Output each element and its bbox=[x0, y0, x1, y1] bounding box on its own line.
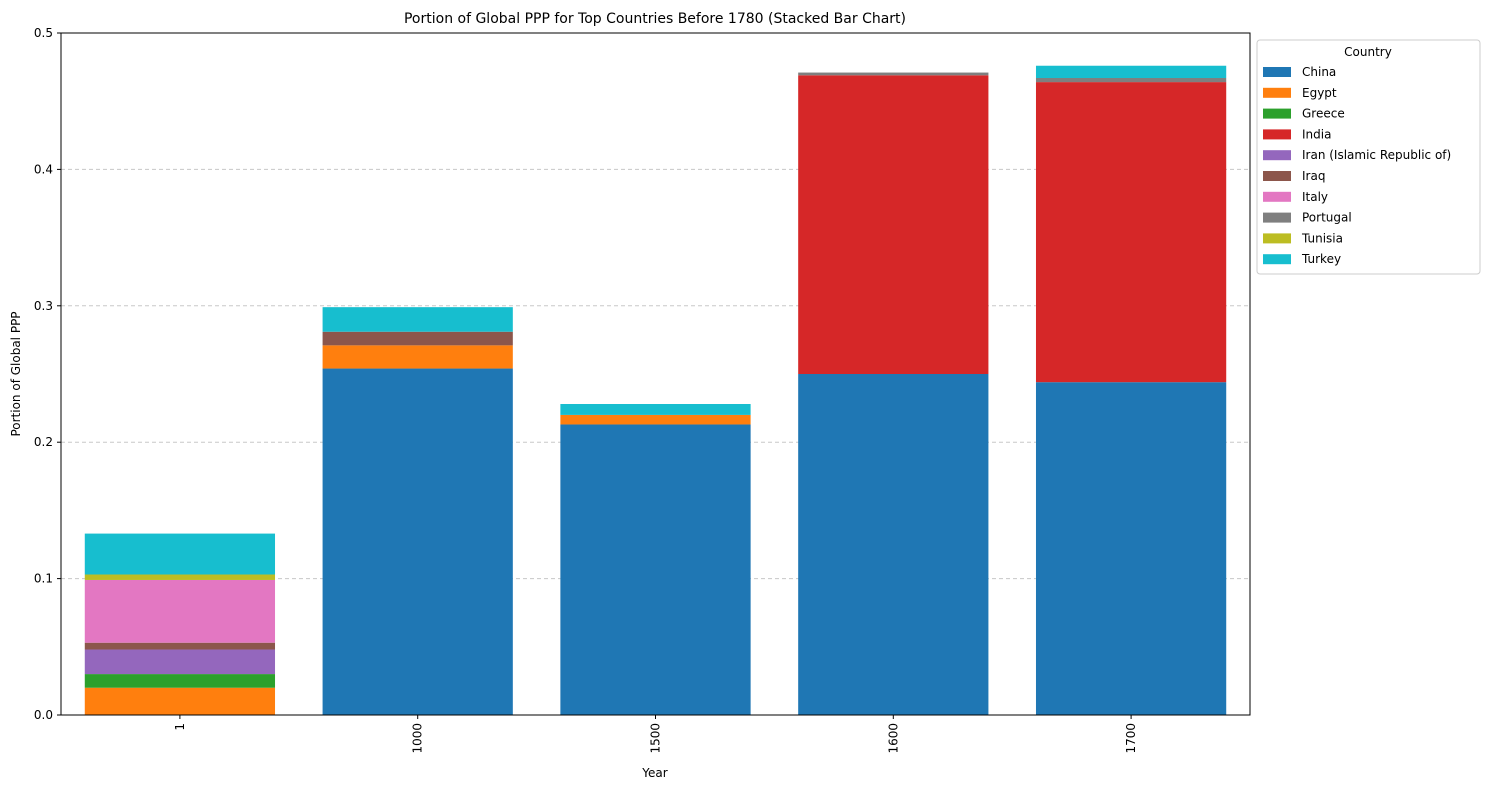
bar-segment-egypt-1000 bbox=[322, 345, 513, 369]
bar-segment-turkey-1000 bbox=[322, 307, 513, 332]
legend-swatch bbox=[1263, 233, 1291, 244]
x-axis-label: Year bbox=[641, 766, 667, 780]
y-tick-label: 0.0 bbox=[34, 708, 53, 722]
legend-title: Country bbox=[1344, 45, 1392, 59]
bar-segment-iraq-1000 bbox=[322, 331, 513, 346]
legend-label: Greece bbox=[1302, 107, 1345, 121]
x-tick-label: 1000 bbox=[411, 723, 425, 754]
bar-segment-egypt-1 bbox=[84, 687, 276, 715]
bars bbox=[84, 65, 1227, 715]
bar-segment-india-1700 bbox=[1035, 82, 1227, 383]
bar-segment-india-1600 bbox=[798, 75, 989, 374]
bar-segment-iran-islamic-republic-of--1 bbox=[84, 649, 276, 675]
bar-segment-china-1000 bbox=[322, 368, 513, 715]
y-tick-label: 0.2 bbox=[34, 435, 53, 449]
legend-frame bbox=[1256, 39, 1481, 275]
chart-title: Portion of Global PPP for Top Countries … bbox=[404, 11, 906, 27]
legend-swatch bbox=[1263, 67, 1291, 77]
bar-segment-tunisia-1 bbox=[84, 574, 276, 580]
y-tick-label: 0.5 bbox=[34, 26, 53, 40]
legend-label: Iran (Islamic Republic of) bbox=[1302, 148, 1451, 162]
legend-label: Tunisia bbox=[1301, 231, 1343, 245]
bar-segment-china-1600 bbox=[798, 374, 989, 715]
legend-swatch bbox=[1263, 212, 1291, 223]
y-axis: 0.0 0.1 0.2 0.3 0.4 0.5 bbox=[34, 26, 61, 722]
bar-segment-china-1700 bbox=[1035, 382, 1227, 715]
y-axis-label: Portion of Global PPP bbox=[9, 311, 23, 436]
bar-segment-china-1500 bbox=[560, 424, 751, 715]
legend-swatch bbox=[1263, 150, 1291, 161]
legend-swatch bbox=[1263, 129, 1291, 140]
legend-label: Italy bbox=[1302, 190, 1328, 204]
legend-items: China Egypt Greece India Iran (Islamic Repub… bbox=[1263, 65, 1451, 266]
legend-swatch bbox=[1263, 87, 1291, 98]
legend-swatch bbox=[1263, 108, 1291, 119]
x-tick-label: 1700 bbox=[1124, 723, 1138, 754]
y-tick-label: 0.3 bbox=[34, 299, 53, 313]
legend: Country China Egypt Greece India Iran (Islam… bbox=[1256, 39, 1481, 275]
x-tick-label: 1 bbox=[173, 723, 187, 731]
bar-segment-italy-1 bbox=[84, 579, 276, 643]
legend-label: Turkey bbox=[1301, 252, 1341, 266]
x-tick-label: 1600 bbox=[886, 723, 900, 754]
legend-swatch bbox=[1263, 191, 1291, 202]
legend-swatch bbox=[1263, 171, 1291, 181]
bar-segment-portugal-1600 bbox=[798, 72, 989, 76]
x-tick-label: 1500 bbox=[649, 723, 663, 754]
bar-segment-turkey-1 bbox=[84, 533, 276, 575]
bar-segment-turkey-1500 bbox=[560, 404, 751, 415]
bar-segment-iraq-1 bbox=[84, 642, 276, 650]
y-tick-label: 0.4 bbox=[34, 162, 53, 176]
x-axis: 1 1000 1500 1600 1700 bbox=[173, 715, 1138, 754]
legend-label: China bbox=[1302, 65, 1336, 79]
legend-swatch bbox=[1263, 254, 1291, 265]
bar-segment-turkey-1700 bbox=[1035, 65, 1227, 79]
bar-segment-egypt-1500 bbox=[560, 414, 751, 425]
y-tick-label: 0.1 bbox=[34, 572, 53, 586]
legend-label: India bbox=[1302, 127, 1331, 141]
legend-label: Egypt bbox=[1302, 86, 1337, 100]
bar-segment-greece-1 bbox=[84, 674, 276, 688]
legend-label: Portugal bbox=[1302, 211, 1352, 225]
legend-label: Iraq bbox=[1302, 169, 1325, 183]
bar-segment-portugal-1700 bbox=[1035, 78, 1227, 83]
